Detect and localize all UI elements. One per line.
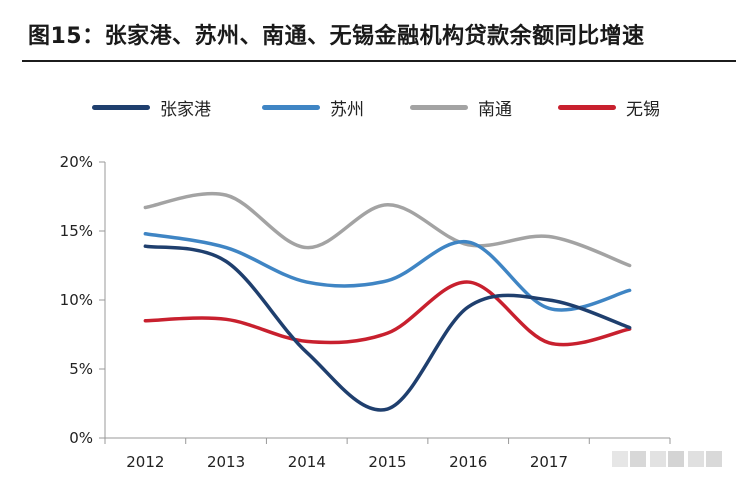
x-tick-label: 2014 bbox=[288, 453, 326, 471]
y-tick-label: 5% bbox=[69, 360, 93, 378]
legend-swatch-zhangjiagang bbox=[92, 105, 150, 110]
x-tick-label: 2016 bbox=[449, 453, 487, 471]
y-tick-label: 0% bbox=[69, 429, 93, 447]
y-tick-label: 20% bbox=[60, 153, 93, 171]
chart-axes: 0% 5% 10% 15% 20% 2012 2013 2014 2015 2016 2017 bbox=[60, 153, 671, 471]
x-tick-label: 2013 bbox=[207, 453, 245, 471]
x-tick-label: 2015 bbox=[368, 453, 406, 471]
title-underline bbox=[22, 60, 736, 62]
series-line-zhangjiagang bbox=[143, 244, 632, 412]
legend-label-nantong: 南通 bbox=[478, 100, 512, 120]
x-tick-label: 2017 bbox=[530, 453, 568, 471]
legend-swatch-wuxi bbox=[558, 105, 616, 110]
series-line-suzhou bbox=[143, 232, 632, 312]
chart-legend: 张家港 苏州 南通 无锡 bbox=[0, 92, 753, 122]
legend-label-suzhou: 苏州 bbox=[330, 100, 364, 120]
series-line-nantong bbox=[143, 191, 632, 268]
legend-label-wuxi: 无锡 bbox=[626, 100, 660, 120]
legend-swatch-nantong bbox=[410, 105, 468, 110]
x-tick-label: 2012 bbox=[126, 453, 164, 471]
chart-title: 图15：张家港、苏州、南通、无锡金融机构贷款余额同比增速 bbox=[28, 24, 645, 49]
y-tick-label: 10% bbox=[60, 291, 93, 309]
chart-series-lines bbox=[143, 191, 632, 412]
series-line-wuxi bbox=[143, 280, 632, 347]
legend-label-zhangjiagang: 张家港 bbox=[160, 100, 211, 120]
legend-swatch-suzhou bbox=[262, 105, 320, 110]
blurred-watermark bbox=[612, 448, 724, 470]
y-tick-label: 15% bbox=[60, 222, 93, 240]
